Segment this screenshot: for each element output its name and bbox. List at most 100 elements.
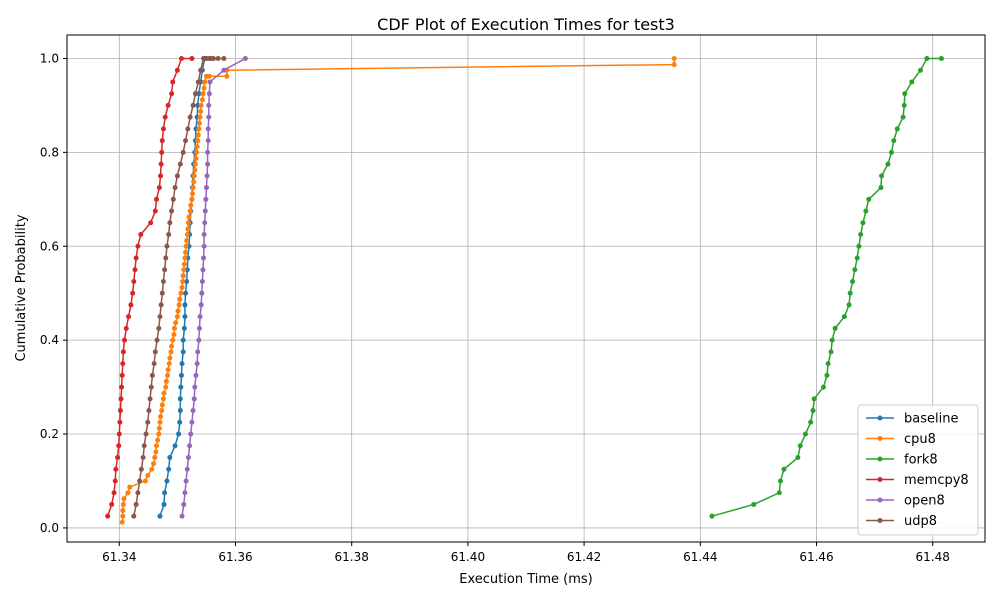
legend-label: cpu8 [904, 432, 936, 447]
data-point-udp8 [157, 314, 163, 320]
x-tick-label: 61.44 [683, 550, 717, 564]
data-point-udp8 [164, 243, 170, 249]
series-cpu8 [119, 55, 677, 525]
x-tick-label: 61.34 [102, 550, 136, 564]
data-point-baseline [161, 501, 167, 507]
data-point-fork8 [776, 490, 782, 496]
data-point-cpu8 [197, 114, 203, 120]
data-point-udp8 [192, 91, 198, 97]
data-point-fork8 [866, 196, 872, 202]
data-point-cpu8 [159, 402, 165, 408]
data-point-cpu8 [189, 196, 195, 202]
data-point-baseline [157, 513, 163, 519]
legend-swatch-marker [877, 518, 883, 523]
data-point-open8 [206, 102, 212, 108]
data-point-open8 [192, 384, 198, 390]
x-tick-label: 61.46 [799, 550, 833, 564]
data-point-open8 [187, 443, 193, 449]
data-point-baseline [180, 337, 186, 343]
data-point-cpu8 [120, 513, 126, 519]
data-point-cpu8 [179, 285, 185, 291]
data-point-fork8 [888, 149, 894, 155]
data-point-cpu8 [188, 202, 194, 208]
data-point-fork8 [852, 267, 858, 273]
data-point-memcpy8 [126, 314, 132, 320]
data-point-open8 [205, 138, 211, 144]
y-tick-label: 0.6 [40, 239, 59, 253]
data-point-cpu8 [193, 155, 199, 161]
data-point-cpu8 [195, 138, 201, 144]
data-point-cpu8 [151, 461, 157, 467]
data-point-fork8 [808, 419, 814, 425]
data-point-memcpy8 [116, 431, 122, 437]
data-point-memcpy8 [123, 325, 129, 331]
data-point-fork8 [751, 501, 757, 507]
legend-item-baseline: baseline [866, 412, 958, 427]
data-point-cpu8 [161, 390, 167, 396]
data-point-udp8 [149, 372, 155, 378]
data-point-cpu8 [171, 325, 177, 331]
data-point-open8 [199, 278, 205, 284]
chart-title: CDF Plot of Execution Times for test3 [377, 15, 675, 34]
legend: baseline cpu8 fork8 memcpy8 open8 udp8 [857, 404, 979, 536]
legend-item-fork8: fork8 [866, 453, 938, 468]
data-point-cpu8 [159, 408, 165, 414]
data-point-open8 [201, 243, 207, 249]
data-point-cpu8 [186, 214, 192, 220]
data-point-memcpy8 [160, 126, 166, 132]
data-point-memcpy8 [158, 161, 164, 167]
data-point-open8 [185, 455, 191, 460]
data-point-udp8 [210, 55, 216, 61]
series-line-udp8 [133, 57, 224, 517]
series-memcpy8 [105, 55, 195, 519]
data-point-cpu8 [158, 414, 164, 420]
data-point-baseline [178, 384, 184, 390]
data-point-udp8 [131, 513, 137, 519]
data-point-memcpy8 [119, 372, 125, 378]
data-point-udp8 [140, 455, 146, 460]
data-point-open8 [203, 185, 209, 191]
data-point-baseline [167, 455, 173, 460]
data-point-baseline [182, 302, 188, 308]
data-point-memcpy8 [131, 278, 137, 284]
data-point-fork8 [709, 513, 715, 519]
data-point-open8 [183, 478, 189, 484]
data-point-udp8 [152, 349, 158, 355]
data-point-cpu8 [224, 73, 230, 79]
y-tick-label: 0.8 [40, 145, 59, 159]
data-point-cpu8 [190, 185, 196, 191]
data-point-cpu8 [182, 255, 188, 261]
data-point-cpu8 [177, 296, 183, 302]
data-point-fork8 [810, 408, 816, 414]
data-point-memcpy8 [119, 384, 125, 390]
data-point-cpu8 [169, 343, 175, 349]
data-point-memcpy8 [178, 55, 184, 61]
series-line-cpu8 [121, 58, 675, 523]
data-point-cpu8 [152, 455, 158, 460]
data-point-udp8 [133, 501, 139, 507]
data-point-udp8 [174, 173, 180, 179]
data-point-baseline [166, 466, 172, 472]
data-point-cpu8 [120, 508, 126, 514]
data-point-cpu8 [160, 396, 166, 402]
data-point-fork8 [909, 79, 915, 85]
data-point-memcpy8 [113, 466, 119, 472]
data-point-memcpy8 [117, 419, 123, 425]
x-tick-label: 61.38 [335, 550, 369, 564]
data-point-memcpy8 [158, 173, 164, 179]
data-point-fork8 [832, 325, 838, 331]
data-point-baseline [176, 431, 182, 437]
x-axis-ticks: 61.34 61.36 61.38 61.40 61.42 61.44 61.46 61.48 [102, 542, 950, 564]
y-tick-label: 0.2 [40, 427, 59, 441]
data-point-udp8 [141, 443, 147, 449]
legend-box [857, 404, 979, 536]
data-point-open8 [242, 55, 248, 61]
data-point-open8 [206, 91, 212, 97]
data-point-cpu8 [189, 191, 195, 197]
legend-swatch-marker [877, 436, 883, 441]
data-point-baseline [179, 361, 185, 367]
data-point-cpu8 [198, 109, 204, 115]
data-point-open8 [196, 325, 202, 331]
data-point-fork8 [777, 478, 783, 484]
data-point-open8 [184, 466, 190, 472]
